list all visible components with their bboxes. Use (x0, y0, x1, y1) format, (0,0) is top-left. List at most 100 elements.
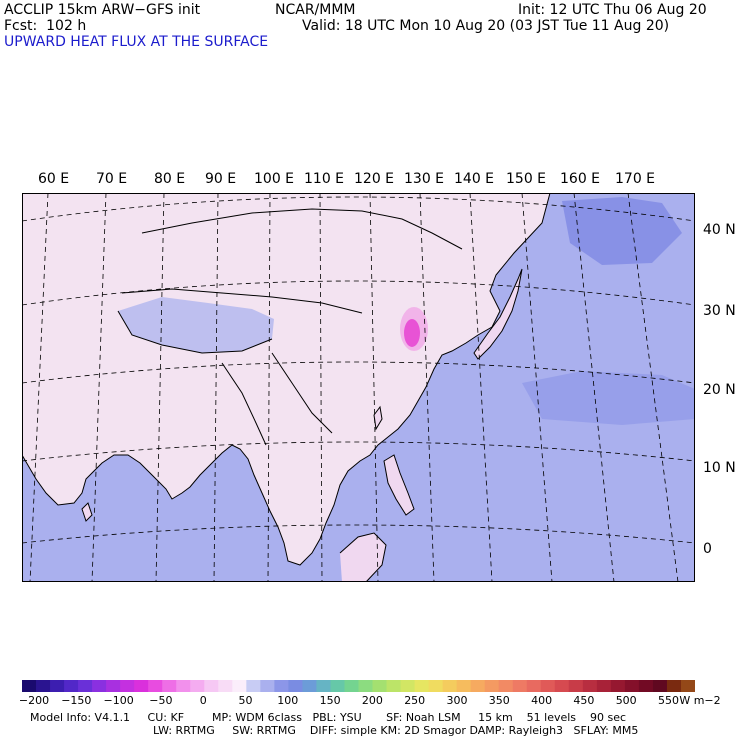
organization: NCAR/MMM (275, 2, 356, 18)
colorbar-tick-label: 0 (199, 694, 207, 707)
longitude-line (627, 193, 679, 582)
lat-label: 40 N (703, 222, 736, 238)
lat-label: 0 (703, 541, 712, 557)
colorbar-swatch (652, 680, 668, 692)
colorbar-swatch (512, 680, 528, 692)
latitude-line (22, 280, 695, 306)
colorbar-swatch (78, 680, 93, 692)
colorbar-swatch (134, 680, 149, 692)
north-pacific-patch (562, 197, 682, 265)
colorbar-swatch (400, 680, 416, 692)
colorbar-swatch (148, 680, 163, 692)
colorbar-tick-label: 150 (319, 694, 341, 707)
borneo-island (340, 533, 386, 582)
colorbar-swatch (358, 680, 374, 692)
colorbar-swatch (302, 680, 317, 692)
borneo-coast (339, 532, 387, 582)
colorbar-swatch (120, 680, 135, 692)
colorbar-swatch (484, 680, 500, 692)
colorbar-swatch (428, 680, 444, 692)
colorbar-swatch (246, 680, 261, 692)
philippines-coast (383, 454, 415, 516)
country-border (141, 208, 463, 250)
colorbar-swatch (176, 680, 191, 692)
colorbar-swatch (680, 680, 695, 692)
colorbar-tick-label: 400 (531, 694, 553, 707)
colorbar-swatch (330, 680, 345, 692)
colorbar-swatch (456, 680, 472, 692)
longitude-line (319, 193, 323, 582)
colorbar-swatch (638, 680, 654, 692)
colorbar-tick-label: 500 (615, 694, 637, 707)
colorbar-tick-label: 50 (238, 694, 253, 707)
valid-time: Valid: 18 UTC Mon 10 Aug 20 (03 JST Tue … (302, 18, 670, 34)
colorbar-tick-label: −150 (61, 694, 92, 707)
colorbar-swatch (64, 680, 79, 692)
colorbar-swatch (624, 680, 640, 692)
longitude-line (29, 193, 49, 582)
model-info-line2: LW: RRTMG SW: RRTMG DIFF: simple KM: 2D … (153, 724, 639, 737)
lon-label: 150 E (506, 171, 547, 187)
longitude-line (419, 193, 435, 582)
longitude-line (573, 193, 615, 582)
colorbar-swatch (274, 680, 289, 692)
heat-flux-hotspot (404, 319, 420, 347)
lon-label: 140 E (454, 171, 495, 187)
lat-label: 20 N (703, 382, 736, 398)
lon-label: 130 E (404, 171, 445, 187)
colorbar-swatch (106, 680, 121, 692)
colorbar-swatch (540, 680, 556, 692)
latitude-line (22, 361, 695, 384)
coastline (22, 193, 551, 566)
asia-landmass (22, 193, 550, 565)
colorbar-tick-label: 200 (361, 694, 383, 707)
lon-label: 100 E (254, 171, 295, 187)
colorbar-tick-label: 550 (658, 694, 679, 707)
colorbar-tick-label: 100 (277, 694, 299, 707)
colorbar-swatch (386, 680, 402, 692)
colorbar-swatch (568, 680, 584, 692)
longitude-line (469, 193, 493, 582)
latitude-line (22, 196, 695, 222)
country-border (117, 310, 273, 354)
country-border (271, 352, 333, 434)
longitude-line (369, 193, 379, 582)
heat-flux-map (22, 193, 695, 582)
colorbar-tick-label: −100 (103, 694, 134, 707)
colorbar-tick-label: 250 (404, 694, 426, 707)
colorbar-swatch (666, 680, 682, 692)
longitude-line (155, 193, 165, 582)
longitude-line (213, 193, 219, 582)
heat-flux-hotspot (400, 307, 428, 351)
sri-lanka-coast (81, 502, 93, 522)
japan-coast (473, 268, 523, 360)
lat-label: 30 N (703, 303, 736, 319)
colorbar-swatch (554, 680, 570, 692)
lon-label: 120 E (354, 171, 395, 187)
colorbar-swatch (596, 680, 612, 692)
colorbar-swatch (92, 680, 107, 692)
colorbar (22, 680, 695, 692)
colorbar-swatch (610, 680, 626, 692)
init-time: Init: 12 UTC Thu 06 Aug 20 (518, 2, 707, 18)
taiwan-coast (373, 405, 383, 431)
latitude-line (22, 441, 695, 462)
colorbar-swatch (470, 680, 486, 692)
tibet-plateau (118, 297, 274, 353)
philippines-islands (384, 455, 414, 515)
colorbar-swatch (232, 680, 247, 692)
longitude-line (521, 193, 553, 582)
colorbar-swatch (526, 680, 542, 692)
model-info-line1: Model Info: V4.1.1 CU: KF MP: WDM 6class… (30, 711, 627, 724)
colorbar-swatch (162, 680, 177, 692)
colorbar-swatch (414, 680, 430, 692)
lon-label: 60 E (38, 171, 70, 187)
colorbar-swatch (498, 680, 514, 692)
tropical-pacific-patch (522, 371, 695, 425)
colorbar-tick-label: −50 (149, 694, 173, 707)
colorbar-tick-label: 350 (488, 694, 510, 707)
colorbar-swatch (22, 680, 37, 692)
field-title: UPWARD HEAT FLUX AT THE SURFACE (4, 34, 269, 50)
colorbar-swatch (582, 680, 598, 692)
colorbar-swatch (36, 680, 51, 692)
